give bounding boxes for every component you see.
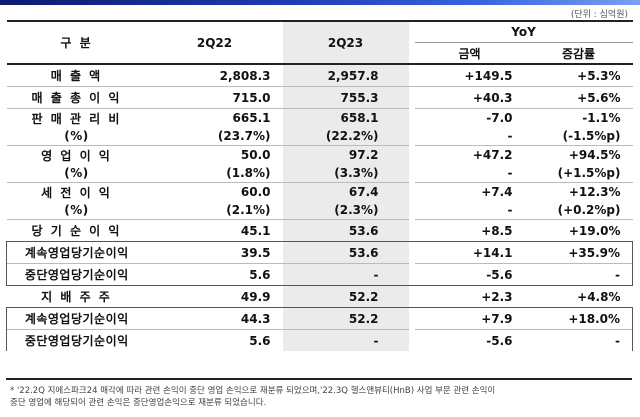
row-label: 영 업 이 익 [6, 145, 147, 164]
footnote-line-2: 중단 영업에 해당되어 관련 손익은 중단영업손익으로 재분류 되었습니다. [10, 398, 267, 408]
cell-yoy-amount: +14.1 [414, 241, 525, 264]
header-rate: 증감률 [524, 42, 633, 65]
table-row: 영 업 이 익 50.0 97.2 +47.2 +94.5% [6, 145, 633, 164]
cell-yoy-rate: +94.5% [524, 145, 633, 164]
row-label: 판 매 관 리 비 [6, 108, 147, 127]
cell-2q22: (2.1%) [226, 203, 271, 217]
table-row: 당 기 순 이 익 45.1 53.6 +8.5 +19.0% [6, 219, 633, 242]
cell-2q22: 715.0 [146, 86, 283, 109]
cell-2q23: 2,957.8 [282, 64, 409, 87]
cell-yoy-amount: +7.9 [414, 307, 525, 330]
cell-2q22: (23.7%) [217, 129, 271, 143]
cell-yoy-amount: +2.3 [414, 285, 525, 308]
cell-yoy-amount: -5.6 [414, 329, 525, 351]
row-label: 매 출 액 [50, 69, 103, 83]
cell-yoy-amount: +47.2 [414, 145, 525, 164]
footnote-line-1: * '22.2Q 지에스파크24 매각에 따라 관련 손익이 중단 영업 손익으… [10, 386, 496, 396]
table-row: 중단영업당기순이익 5.6 - -5.6 - [6, 263, 633, 286]
cell-yoy-amount: - [507, 129, 513, 143]
cell-2q22: 5.6 [146, 263, 283, 286]
cell-yoy-rate: - [524, 329, 633, 351]
table-row: 매 출 총 이 익 715.0 755.3 +40.3 +5.6% [6, 86, 633, 109]
table-bottom-rule [6, 378, 632, 380]
row-label: 중단영업당기순이익 [6, 263, 147, 286]
table-row: 계속영업당기순이익 44.3 52.2 +7.9 +18.0% [6, 307, 633, 330]
cell-2q23: 755.3 [282, 86, 409, 109]
row-label: (%) [64, 203, 89, 217]
cell-2q22: 45.1 [146, 219, 283, 242]
cell-yoy-amount: -5.6 [414, 263, 525, 286]
header-amount: 금액 [414, 42, 525, 65]
table-row: 지 배 주 주 49.9 52.2 +2.3 +4.8% [6, 285, 633, 308]
cell-yoy-amount: +7.4 [414, 182, 525, 201]
cell-yoy-rate: +18.0% [524, 307, 633, 330]
cell-yoy-rate: - [524, 263, 633, 286]
cell-yoy-rate: +5.6% [524, 86, 633, 109]
cell-2q23: 67.4 [282, 182, 409, 201]
header-2q22: 2Q22 [146, 20, 283, 65]
cell-2q22: 5.6 [146, 329, 283, 351]
cell-yoy-rate: +4.8% [524, 285, 633, 308]
row-label: (%) [64, 166, 89, 180]
cell-yoy-amount: +149.5 [464, 68, 513, 83]
cell-yoy-rate: +5.3% [577, 68, 621, 83]
cell-2q23: 97.2 [282, 145, 409, 164]
table-row: 중단영업당기순이익 5.6 - -5.6 - [6, 329, 633, 351]
cell-2q23: (22.2%) [282, 127, 409, 146]
cell-2q23: (3.3%) [282, 164, 409, 183]
row-label: 당 기 순 이 익 [6, 219, 147, 242]
footnote: * '22.2Q 지에스파크24 매각에 따라 관련 손익이 중단 영업 손익으… [10, 385, 620, 409]
row-label: 중단영업당기순이익 [6, 329, 147, 351]
cell-2q22: (1.8%) [226, 166, 271, 180]
row-label: (%) [64, 129, 89, 143]
unit-label: (단위 : 십억원) [570, 10, 628, 20]
cell-2q22: 44.3 [146, 307, 283, 330]
cell-yoy-rate: (-1.5%p) [562, 129, 621, 143]
header-category: 구 분 [6, 20, 147, 65]
row-label: 세 전 이 익 [6, 182, 147, 201]
cell-yoy-amount: +8.5 [414, 219, 525, 242]
cell-yoy-rate: +12.3% [524, 182, 633, 201]
cell-yoy-rate: (+0.2%p) [557, 203, 621, 217]
row-label: 계속영업당기순이익 [6, 307, 147, 330]
cell-yoy-rate: -1.1% [524, 108, 633, 127]
row-label: 매 출 총 이 익 [6, 86, 147, 109]
table-row: 매 출 액 2,808.3 2,957.8 +149.5 +5.3% [7, 64, 633, 87]
table-row: (%) (2.1%) (2.3%) - (+0.2%p) [7, 201, 633, 220]
cell-2q23: 658.1 [282, 108, 409, 127]
cell-2q23: 52.2 [282, 307, 409, 330]
cell-2q22: 665.1 [146, 108, 283, 127]
cell-2q22: 50.0 [146, 145, 283, 164]
cell-2q23: 53.6 [282, 219, 409, 242]
row-label: 계속영업당기순이익 [6, 241, 147, 264]
header-gap [408, 20, 415, 65]
cell-2q22: 60.0 [146, 182, 283, 201]
table-row: 세 전 이 익 60.0 67.4 +7.4 +12.3% [6, 182, 633, 201]
row-label: 지 배 주 주 [6, 285, 147, 308]
cell-yoy-rate: +19.0% [524, 219, 633, 242]
table-row: 계속영업당기순이익 39.5 53.6 +14.1 +35.9% [6, 241, 633, 264]
cell-yoy-rate: (+1.5%p) [557, 166, 621, 180]
cell-yoy-rate: +35.9% [524, 241, 633, 264]
table-row: 판 매 관 리 비 665.1 658.1 -7.0 -1.1% [6, 108, 633, 127]
table-row: (%) (23.7%) (22.2%) - (-1.5%p) [7, 127, 633, 146]
table-row: (%) (1.8%) (3.3%) - (+1.5%p) [7, 164, 633, 183]
cell-yoy-amount: -7.0 [414, 108, 525, 127]
cell-2q22: 39.5 [146, 241, 283, 264]
cell-2q23: 52.2 [282, 285, 409, 308]
cell-yoy-amount: +40.3 [414, 86, 525, 109]
cell-2q23: (2.3%) [282, 201, 409, 220]
header-yoy: YoY [414, 20, 633, 43]
cell-2q23: 53.6 [282, 241, 409, 264]
cell-2q22: 2,808.3 [219, 68, 271, 83]
cell-yoy-amount: - [507, 203, 513, 217]
cell-2q22: 49.9 [146, 285, 283, 308]
cell-2q23: - [282, 263, 409, 286]
header-2q23: 2Q23 [282, 20, 409, 65]
earnings-table: 구 분 2Q22 2Q23 YoY 금액 증감률 매 출 액 2,808.3 2… [6, 20, 633, 351]
top-accent-bar [0, 0, 640, 5]
cell-yoy-amount: - [507, 166, 513, 180]
cell-2q23: - [282, 329, 409, 351]
